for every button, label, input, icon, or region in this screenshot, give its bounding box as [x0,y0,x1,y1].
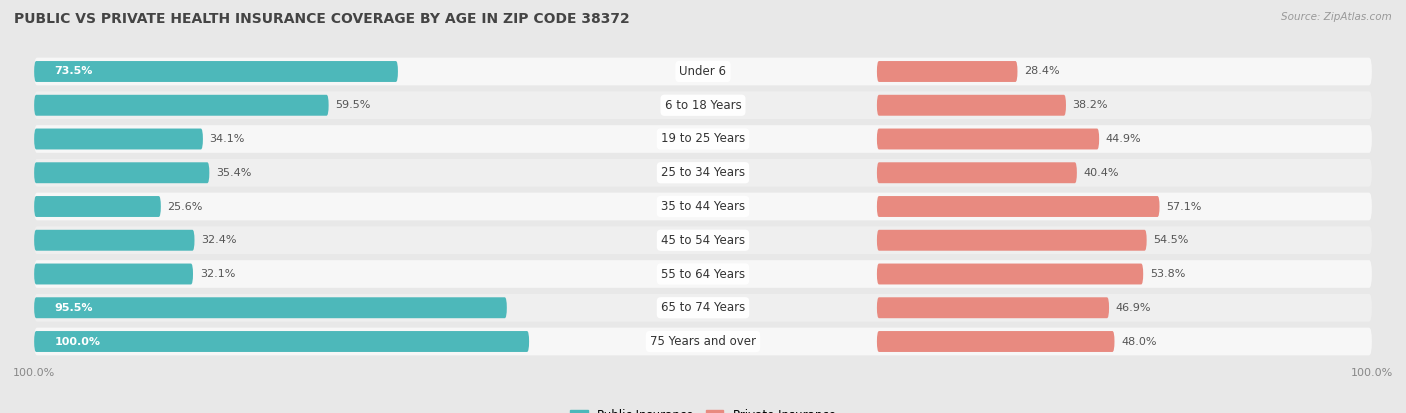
FancyBboxPatch shape [877,95,1066,116]
FancyBboxPatch shape [34,91,1372,119]
FancyBboxPatch shape [34,263,193,285]
Legend: Public Insurance, Private Insurance: Public Insurance, Private Insurance [565,404,841,413]
FancyBboxPatch shape [34,331,529,352]
Text: 55 to 64 Years: 55 to 64 Years [661,268,745,280]
FancyBboxPatch shape [34,226,1372,254]
FancyBboxPatch shape [877,331,1115,352]
Text: 48.0%: 48.0% [1121,337,1157,347]
FancyBboxPatch shape [34,297,506,318]
FancyBboxPatch shape [34,95,329,116]
Text: 25 to 34 Years: 25 to 34 Years [661,166,745,179]
Text: PUBLIC VS PRIVATE HEALTH INSURANCE COVERAGE BY AGE IN ZIP CODE 38372: PUBLIC VS PRIVATE HEALTH INSURANCE COVER… [14,12,630,26]
FancyBboxPatch shape [34,196,160,217]
Text: 100.0%: 100.0% [55,337,100,347]
Text: 73.5%: 73.5% [55,66,93,76]
Text: 28.4%: 28.4% [1024,66,1060,76]
Text: 6 to 18 Years: 6 to 18 Years [665,99,741,112]
Text: 32.4%: 32.4% [201,235,236,245]
Text: 95.5%: 95.5% [55,303,93,313]
Text: 65 to 74 Years: 65 to 74 Years [661,301,745,314]
FancyBboxPatch shape [34,294,1372,322]
Text: 44.9%: 44.9% [1107,134,1142,144]
FancyBboxPatch shape [34,230,194,251]
FancyBboxPatch shape [34,58,1372,85]
FancyBboxPatch shape [34,162,209,183]
FancyBboxPatch shape [34,61,398,82]
Text: 19 to 25 Years: 19 to 25 Years [661,133,745,145]
Text: 46.9%: 46.9% [1116,303,1152,313]
Text: 25.6%: 25.6% [167,202,202,211]
Text: 45 to 54 Years: 45 to 54 Years [661,234,745,247]
FancyBboxPatch shape [34,159,1372,187]
Text: 38.2%: 38.2% [1073,100,1108,110]
Text: 75 Years and over: 75 Years and over [650,335,756,348]
FancyBboxPatch shape [34,328,1372,355]
Text: 32.1%: 32.1% [200,269,235,279]
FancyBboxPatch shape [34,128,202,150]
FancyBboxPatch shape [877,162,1077,183]
FancyBboxPatch shape [34,192,1372,221]
FancyBboxPatch shape [877,263,1143,285]
Text: 35 to 44 Years: 35 to 44 Years [661,200,745,213]
Text: 40.4%: 40.4% [1084,168,1119,178]
Text: Source: ZipAtlas.com: Source: ZipAtlas.com [1281,12,1392,22]
Text: 34.1%: 34.1% [209,134,245,144]
FancyBboxPatch shape [877,61,1018,82]
Text: 59.5%: 59.5% [335,100,371,110]
Text: Under 6: Under 6 [679,65,727,78]
FancyBboxPatch shape [34,260,1372,288]
Text: 54.5%: 54.5% [1153,235,1188,245]
FancyBboxPatch shape [877,297,1109,318]
Text: 57.1%: 57.1% [1166,202,1202,211]
FancyBboxPatch shape [34,125,1372,153]
FancyBboxPatch shape [877,196,1160,217]
FancyBboxPatch shape [877,128,1099,150]
FancyBboxPatch shape [877,230,1147,251]
Text: 35.4%: 35.4% [217,168,252,178]
Text: 53.8%: 53.8% [1150,269,1185,279]
